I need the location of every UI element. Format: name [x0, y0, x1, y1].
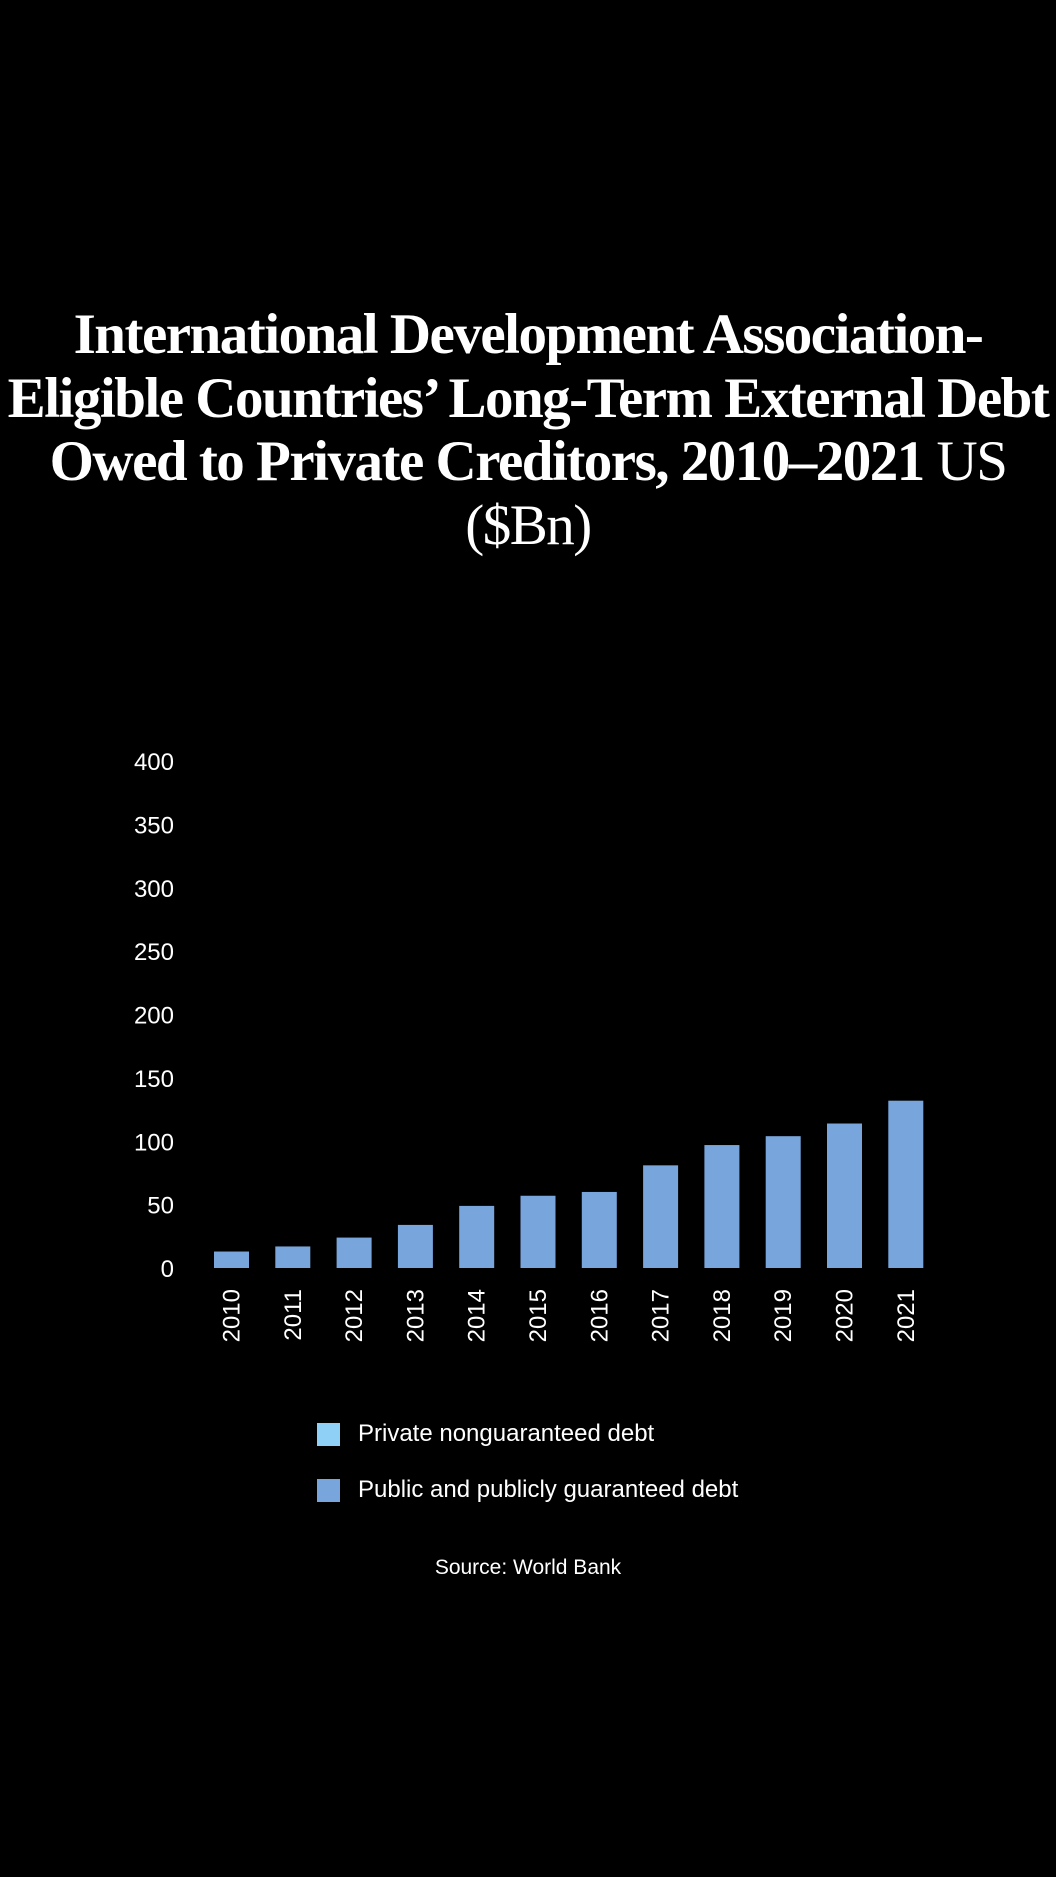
bar-public-2019: [765, 1136, 801, 1268]
x-tick-label: 2015: [525, 1289, 552, 1342]
bar-public-2016: [581, 1191, 617, 1268]
x-tick-label: 2014: [464, 1289, 491, 1342]
y-tick-label: 300: [134, 876, 174, 903]
chart-title: International Development Association-El…: [0, 303, 1056, 557]
title-unit: US ($Bn): [465, 430, 1008, 557]
bar-public-2018: [704, 1145, 740, 1268]
bar-public-2017: [643, 1165, 679, 1268]
bar-public-2020: [827, 1123, 862, 1268]
y-tick-label: 350: [134, 812, 174, 839]
bar-public-2013: [397, 1224, 433, 1268]
bar-public-2012: [336, 1237, 372, 1268]
legend-item-public: Public and publicly guaranteed debt: [317, 1476, 738, 1504]
x-tick-label: 2018: [709, 1289, 736, 1342]
x-tick-label: 2020: [832, 1289, 859, 1342]
y-tick-label: 0: [161, 1256, 174, 1283]
y-tick-label: 400: [134, 749, 174, 776]
legend-label-private: Private nonguaranteed debt: [358, 1420, 655, 1447]
bar-public-2015: [520, 1195, 556, 1268]
legend-item-private: Private nonguaranteed debt: [317, 1420, 654, 1448]
x-tick-label: 2011: [280, 1289, 307, 1341]
title-main: International Development Association-El…: [7, 303, 1050, 494]
y-tick-label: 100: [134, 1129, 174, 1156]
x-tick-label: 2012: [341, 1289, 368, 1342]
y-tick-label: 200: [134, 1003, 174, 1030]
x-tick-label: 2010: [219, 1289, 246, 1342]
bar-public-2021: [888, 1100, 924, 1268]
y-tick-label: 150: [134, 1066, 174, 1093]
y-tick-label: 50: [147, 1193, 174, 1220]
legend-label-public: Public and publicly guaranteed debt: [358, 1476, 739, 1503]
bar-public-2010: [214, 1251, 249, 1268]
legend-swatch-private: [317, 1422, 340, 1446]
x-tick-label: 2019: [770, 1289, 797, 1342]
x-tick-label: 2013: [402, 1289, 429, 1342]
source-note: Source: World Bank: [434, 1556, 622, 1579]
x-tick-label: 2017: [648, 1289, 675, 1342]
legend-swatch-public: [317, 1478, 340, 1502]
x-tick-label: 2016: [586, 1289, 613, 1342]
bar-public-2014: [459, 1205, 495, 1268]
x-tick-label: 2021: [893, 1289, 920, 1342]
bar-public-2011: [275, 1246, 311, 1268]
y-tick-label: 250: [134, 939, 174, 966]
